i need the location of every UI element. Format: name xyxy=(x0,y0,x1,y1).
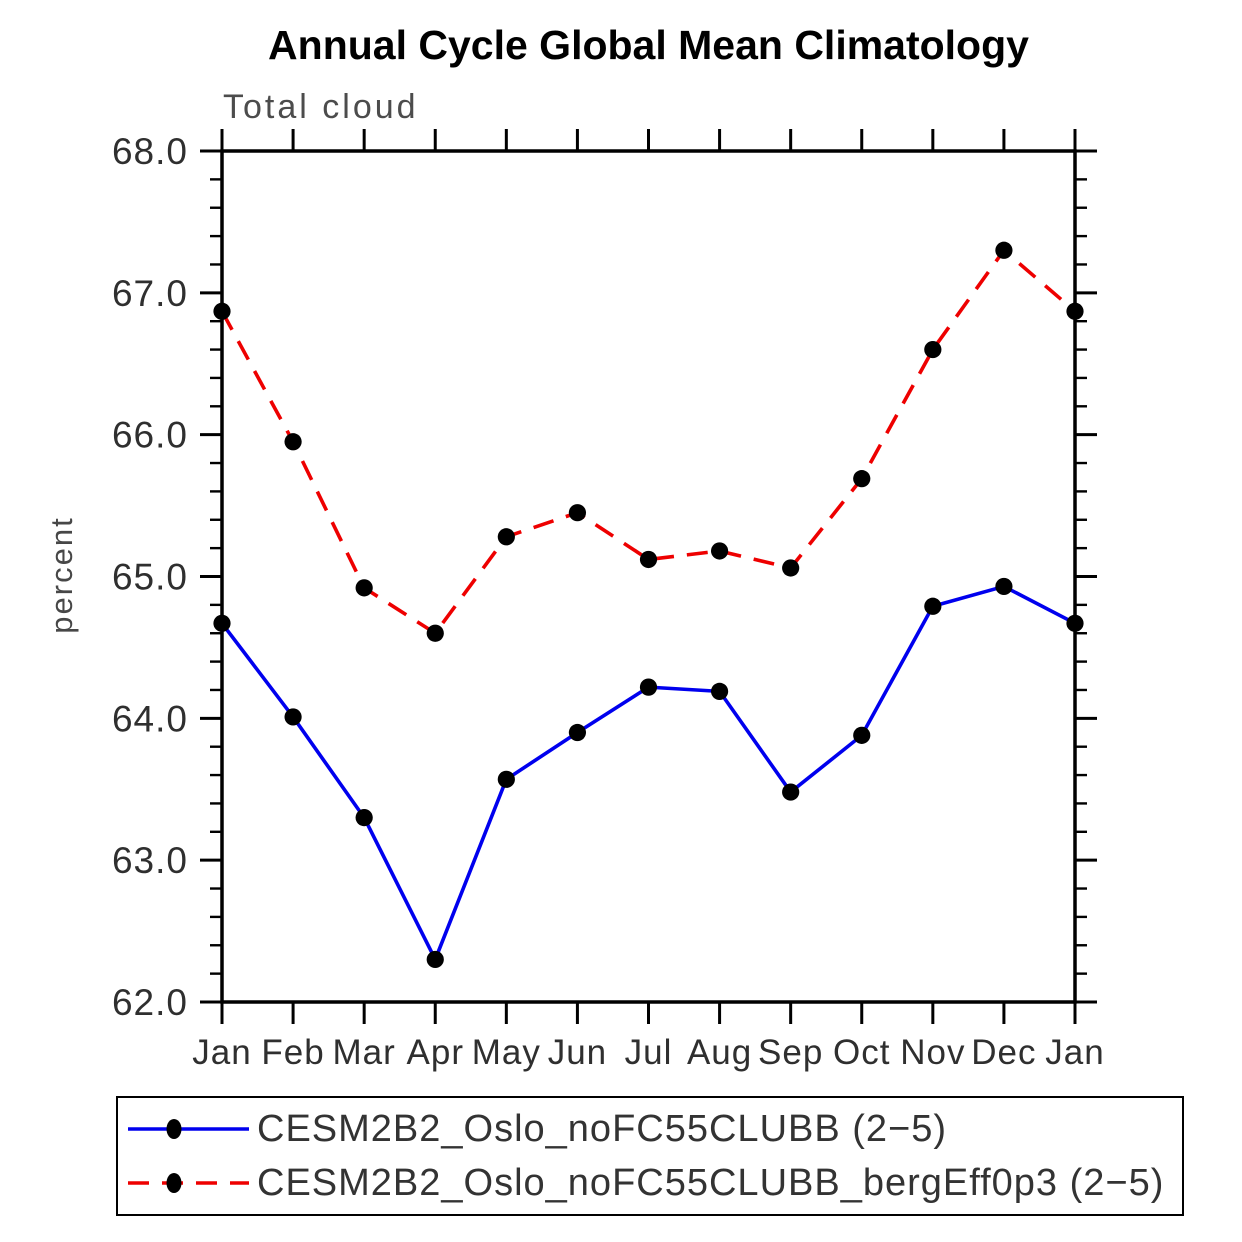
data-point-marker-s0-mar-2 xyxy=(355,809,373,827)
data-point-marker-s1-sep-8 xyxy=(782,559,800,577)
legend: CESM2B2_Oslo_noFC55CLUBB (2−5) CESM2B2_O… xyxy=(116,1096,1184,1216)
chart-title: Annual Cycle Global Mean Climatology xyxy=(268,22,1029,68)
data-point-marker-s0-sep-8 xyxy=(782,783,800,801)
plot-area: 62.0 63.0 64.0 65.0 66.0 67.0 68.0 Jan Feb Mar Apr… xyxy=(112,129,1104,1072)
y-tick-label: 67.0 xyxy=(112,273,188,314)
x-tick-label-apr-3: Apr xyxy=(407,1033,464,1072)
legend-item-series-0: CESM2B2_Oslo_noFC55CLUBB (2−5) xyxy=(126,1103,1182,1155)
data-point-marker-s1-jul-6 xyxy=(639,550,658,569)
legend-marker-dot xyxy=(166,1119,182,1139)
y-tick-label: 66.0 xyxy=(112,415,188,456)
y-tick-label: 62.0 xyxy=(112,982,188,1023)
x-tick-label-sep-8: Sep xyxy=(758,1033,823,1072)
data-point-marker-s0-feb-1 xyxy=(284,708,302,726)
legend-marker-dot xyxy=(166,1173,182,1193)
data-point-marker-s1-mar-2 xyxy=(355,579,373,597)
legend-dashed-line-sample xyxy=(128,1173,249,1193)
data-point-marker-s1-nov-10 xyxy=(924,340,942,359)
data-point-marker-s0-dec-11 xyxy=(995,577,1013,596)
data-point-marker-s1-jan-12 xyxy=(1066,302,1084,320)
x-tick-label-mar-2: Mar xyxy=(333,1033,396,1072)
chart-subtitle: Total cloud xyxy=(223,88,419,126)
y-tick-label: 64.0 xyxy=(112,698,188,739)
data-point-marker-s0-may-4 xyxy=(497,770,515,788)
data-point-marker-s0-jul-6 xyxy=(639,678,658,696)
x-tick-label-nov-10: Nov xyxy=(900,1033,965,1072)
data-point-marker-s1-apr-3 xyxy=(426,624,444,642)
x-tick-label-aug-7: Aug xyxy=(687,1033,752,1072)
data-point-marker-s1-oct-9 xyxy=(853,470,871,488)
data-point-marker-s1-aug-7 xyxy=(710,542,729,560)
plot-box xyxy=(220,149,1077,1004)
series-line-0 xyxy=(220,584,1076,962)
data-point-marker-s0-jan-0 xyxy=(213,614,231,632)
data-point-marker-s0-apr-3 xyxy=(426,950,444,969)
x-tick-label-jan-12: Jan xyxy=(1045,1033,1104,1072)
data-point-marker-s0-oct-9 xyxy=(853,726,871,744)
x-tick-label-may-4: May xyxy=(472,1033,541,1072)
y-tick-label: 68.0 xyxy=(112,131,188,172)
data-point-marker-s1-dec-11 xyxy=(995,241,1013,259)
legend-label-series-0: CESM2B2_Oslo_noFC55CLUBB (2−5) xyxy=(257,1107,948,1150)
data-point-marker-s0-jan-12 xyxy=(1066,614,1084,632)
series-line-1 xyxy=(220,248,1077,636)
y-tick-label: 63.0 xyxy=(112,840,188,881)
x-tick-label-oct-9: Oct xyxy=(833,1033,890,1072)
x-tick-label-jul-6: Jul xyxy=(625,1033,673,1072)
x-tick-label-jan-0: Jan xyxy=(192,1033,251,1072)
legend-label-series-1: CESM2B2_Oslo_noFC55CLUBB_bergEff0p3 (2−5… xyxy=(257,1161,1165,1204)
x-tick-label-feb-1: Feb xyxy=(261,1033,324,1072)
legend-item-series-1: CESM2B2_Oslo_noFC55CLUBB_bergEff0p3 (2−5… xyxy=(126,1157,1182,1209)
x-tick-label-jun-5: Jun xyxy=(548,1033,607,1072)
data-point-marker-s0-jun-5 xyxy=(568,723,587,742)
data-point-marker-s1-feb-1 xyxy=(284,433,302,451)
x-tick-label-dec-11: Dec xyxy=(971,1033,1036,1072)
data-point-marker-s1-jan-0 xyxy=(213,302,231,320)
data-point-marker-s0-aug-7 xyxy=(710,682,729,700)
data-point-marker-s1-may-4 xyxy=(497,528,515,546)
data-point-marker-s1-jun-5 xyxy=(568,504,587,522)
legend-solid-line-sample xyxy=(128,1119,249,1139)
y-tick-label: 65.0 xyxy=(112,557,188,598)
data-point-marker-s0-nov-10 xyxy=(924,597,942,615)
